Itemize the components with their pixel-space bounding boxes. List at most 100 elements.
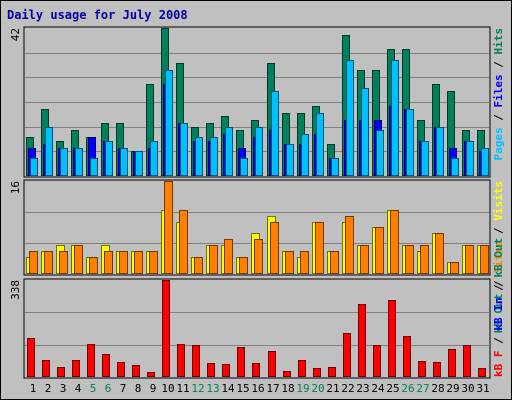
bottom-panel-kb-f-bar [87, 344, 95, 377]
x-tick-label: 13 [206, 382, 219, 395]
middle-panel-sites-bar [330, 251, 339, 274]
bottom-panel-kb-f-bar [403, 336, 411, 377]
x-tick-label: 10 [161, 382, 174, 395]
x-tick-label: 22 [341, 382, 354, 395]
bottom-panel-kb-f-bar [388, 300, 396, 377]
bottom-panel-kb-f-bar [358, 304, 366, 377]
middle-panel-sites-bar [119, 251, 128, 274]
top-legend-hits: Hits [492, 28, 505, 55]
x-tick-label: 29 [446, 382, 459, 395]
bottom-panel-kb-f-bar [27, 338, 35, 377]
top-panel-pages-bar [451, 158, 459, 176]
top-panel-pages-bar [406, 109, 414, 176]
x-tick-label: 2 [45, 382, 52, 395]
middle-panel-sites-bar [300, 251, 309, 274]
x-tick-label: 31 [476, 382, 489, 395]
bottom-panel-kb-f-bar [448, 349, 456, 377]
bottom-panel-kb-f-bar [102, 354, 110, 377]
top-panel-pages-bar [165, 70, 173, 176]
middle-panel-sites-bar [435, 233, 444, 274]
bottom-panel-kb-f-bar [132, 365, 140, 377]
x-tick-label: 25 [386, 382, 399, 395]
middle-panel-sites-bar [270, 222, 279, 274]
bottom-panel-kb-f-bar [328, 367, 336, 377]
top-panel-pages-bar [331, 158, 339, 176]
top-panel-pages-bar [105, 141, 113, 176]
x-tick-label: 4 [75, 382, 82, 395]
x-tick-label: 20 [311, 382, 324, 395]
x-tick-label: 7 [120, 382, 127, 395]
bottom-panel-kb-f-bar [418, 361, 426, 377]
middle-panel-sites-bar [420, 245, 429, 274]
top-panel-pages-bar [361, 88, 369, 176]
top-panel-pages-bar [30, 158, 38, 176]
x-tick-label: 17 [266, 382, 279, 395]
x-tick-label: 11 [176, 382, 189, 395]
bottom-panel-frame [23, 278, 491, 379]
top-panel-pages-bar [210, 137, 218, 176]
x-tick-label: 14 [221, 382, 235, 395]
middle-panel-sites-bar [480, 245, 489, 274]
x-tick-label: 8 [135, 382, 142, 395]
x-tick-label: 23 [356, 382, 369, 395]
middle-panel-sites-bar [134, 251, 143, 274]
top-panel-pages-bar [436, 127, 444, 176]
top-panel-pages-bar [286, 144, 294, 176]
top-legend-pages: Pages [492, 127, 505, 160]
bottom-panel-kb-f-bar [222, 364, 230, 377]
middle-panel-sites-bar [450, 262, 459, 274]
top-panel-pages-bar [391, 60, 399, 176]
middle-legend-kb-out: kB Out [492, 294, 505, 334]
middle-panel-sites-bar [74, 245, 83, 274]
top-panel-pages-bar [180, 123, 188, 176]
middle-panel-sites-bar [44, 251, 53, 274]
bottom-panel-kb-f-bar [478, 368, 486, 377]
x-tick-label: 26 [401, 382, 414, 395]
x-tick-label: 3 [60, 382, 67, 395]
bottom-panel-kb-f-bar [268, 351, 276, 377]
top-panel-legend: Pages / Files / Hits [492, 28, 505, 161]
top-panel-pages-bar [60, 148, 68, 176]
middle-panel-sites-bar [360, 245, 369, 274]
middle-panel-sites-bar [164, 181, 173, 274]
bottom-panel-kb-f-bar [373, 345, 381, 377]
bottom-panel-kb-f-bar [177, 344, 185, 377]
x-tick-label: 30 [461, 382, 474, 395]
middle-panel-sites-bar [179, 210, 188, 274]
middle-panel-sites-bar [239, 257, 248, 274]
bottom-panel-kb-f-bar [192, 345, 200, 377]
x-tick-label: 9 [150, 382, 157, 395]
middle-panel-sites-bar [149, 251, 158, 274]
x-tick-label: 5 [90, 382, 97, 395]
middle-panel-sites-bar [345, 216, 354, 274]
bottom-panel-kb-f-bar [343, 333, 351, 377]
middle-panel-sites-bar [315, 222, 324, 274]
top-panel-pages-bar [346, 60, 354, 176]
x-tick-label: 21 [326, 382, 339, 395]
x-tick-label: 27 [416, 382, 429, 395]
x-tick-label: 15 [236, 382, 249, 395]
top-panel-max-label: 42 [9, 28, 22, 41]
top-panel-pages-bar [421, 141, 429, 176]
middle-panel-max-label: 16 [9, 181, 22, 194]
top-panel-pages-bar [135, 151, 143, 176]
bottom-panel-kb-f-bar [57, 367, 65, 377]
middle-legend-sites: Sites [492, 241, 505, 274]
middle-panel-sites-bar [59, 251, 68, 274]
top-panel-pages-bar [301, 134, 309, 176]
middle-panel-sites-bar [465, 245, 474, 274]
bottom-panel-kb-f-bar [42, 360, 50, 377]
bottom-legend-kb-in: kB In [492, 298, 505, 331]
top-panel-pages-bar [255, 127, 263, 176]
middle-panel-sites-bar [194, 257, 203, 274]
bottom-legend-kb-out: kB Out [492, 238, 505, 278]
x-tick-label: 16 [251, 382, 264, 395]
bottom-panel-kb-f-bar [313, 368, 321, 377]
middle-panel-sites-bar [390, 210, 399, 274]
top-panel-pages-bar [376, 130, 384, 176]
middle-panel-sites-bar [405, 245, 414, 274]
bottom-panel-max-label: 338 [9, 280, 22, 300]
bottom-panel-kb-f-bar [433, 362, 441, 377]
top-panel-pages-bar [481, 148, 489, 176]
middle-panel-legend: kB Out / Sites / Visits [492, 181, 505, 333]
